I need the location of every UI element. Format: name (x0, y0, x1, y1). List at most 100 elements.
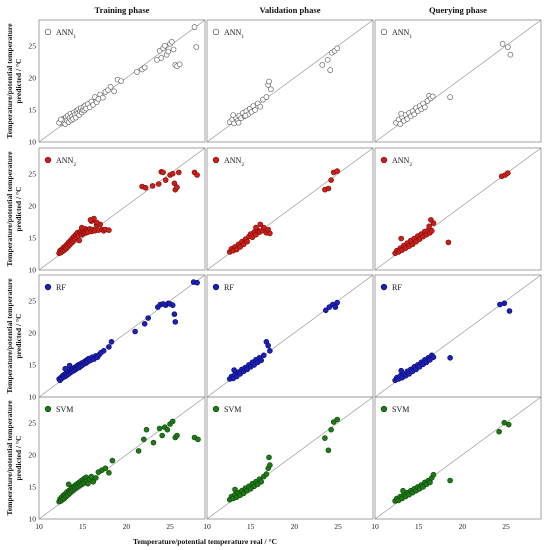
legend-label: ANN2 (224, 156, 244, 168)
panel-ann1-1: 10 15 20 25 ANN1 (28, 19, 206, 147)
data-point (324, 56, 331, 63)
x-tick-label: 10 (371, 522, 379, 531)
legend-marker (212, 405, 220, 413)
column-titles: Training phase Validation phase Querying p… (95, 5, 488, 15)
panel-rf-3: RF (374, 274, 542, 398)
x-tick-label: 15 (247, 522, 255, 531)
legend-marker (380, 28, 388, 36)
data-point (421, 104, 428, 111)
legend-model-subscript: 2 (409, 162, 412, 168)
data-point (244, 238, 250, 245)
data-point (87, 217, 94, 223)
y-tick-label: 15 (28, 360, 36, 369)
data-point (176, 61, 183, 68)
data-point (230, 112, 236, 118)
data-point (90, 478, 96, 485)
data-point (398, 235, 405, 242)
data-point (258, 357, 265, 364)
legend-model-name: ANN (56, 28, 74, 37)
panel-frame (38, 396, 206, 520)
legend-model-subscript: 1 (73, 34, 76, 40)
data-point (445, 239, 452, 246)
row-svm: Temperature/potential temperaturepredict… (5, 396, 542, 524)
data-point (169, 302, 176, 309)
legend-marker (380, 283, 388, 291)
data-point (159, 432, 165, 439)
data-point (134, 69, 140, 75)
data-point (398, 110, 405, 117)
data-point (426, 223, 433, 230)
y-tick-label: 15 (28, 233, 36, 242)
legend-marker (44, 283, 52, 291)
data-point (398, 367, 405, 374)
data-point (504, 44, 511, 50)
y-axis-label: Temperature/potential temperaturepredict… (5, 278, 23, 394)
data-point (169, 38, 175, 45)
data-point (118, 78, 124, 84)
panel-ann2-2: ANN2 (206, 147, 374, 271)
data-point (501, 300, 508, 307)
data-point (100, 94, 106, 101)
row-ann2: Temperature/potential temperaturepredict… (5, 147, 542, 275)
panel-frame (38, 19, 206, 143)
data-point (170, 46, 177, 53)
data-point (106, 469, 112, 476)
row-rf: Temperature/potential temperaturepredict… (5, 274, 542, 402)
legend-model-name: RF (56, 283, 66, 292)
data-point (334, 168, 341, 174)
data-point (169, 418, 176, 425)
data-point (172, 319, 179, 325)
data-point (171, 311, 178, 318)
x-axis-label: Temperature/potential temperature real /… (133, 537, 277, 546)
y-axis-label-line: predicted / °C (14, 435, 23, 480)
x-tick-label: 10 (203, 522, 211, 531)
data-point (143, 426, 150, 433)
data-point (141, 436, 147, 443)
data-point (334, 45, 341, 52)
legend-label: ANN1 (224, 28, 244, 40)
data-point (319, 62, 326, 68)
legend-model-subscript: 2 (241, 162, 244, 168)
data-point (411, 111, 418, 118)
data-point (263, 471, 270, 477)
data-point (93, 219, 100, 226)
data-point (141, 64, 148, 71)
data-point (322, 435, 328, 441)
data-point (165, 48, 172, 55)
panel-svm-2: SVM (206, 396, 374, 520)
data-point (334, 416, 341, 423)
data-point (174, 432, 180, 439)
data-point (149, 183, 156, 189)
panel-frame (374, 147, 542, 271)
data-point (231, 367, 237, 373)
legend-label: RF (56, 283, 66, 292)
legend-label: ANN1 (56, 28, 76, 40)
y-tick-label: 25 (28, 418, 36, 427)
legend-label: ANN2 (56, 156, 76, 168)
legend-marker (380, 156, 388, 164)
data-point (108, 338, 115, 345)
panel-ann2-3: ANN2 (374, 147, 542, 271)
data-point (155, 181, 162, 187)
y-tick-label: 15 (28, 482, 36, 491)
x-tick-label: 10 (35, 522, 43, 531)
data-point (100, 347, 107, 354)
legend-model-name: ANN (392, 28, 410, 37)
y-tick-label: 20 (28, 73, 36, 82)
data-point (135, 448, 142, 454)
data-point (266, 78, 272, 85)
legend-marker (44, 28, 52, 36)
data-point (430, 471, 437, 478)
data-point (195, 436, 201, 443)
panel-frame (206, 147, 374, 271)
panel-svm-3: SVM (374, 396, 542, 520)
x-tick-label: 25 (166, 522, 174, 531)
y-tick-label: 10 (28, 515, 36, 524)
legend-label: RF (392, 283, 402, 292)
data-point (194, 172, 200, 178)
data-point (506, 308, 513, 314)
panel-ann1-3: ANN1 (374, 19, 542, 143)
data-point (65, 481, 72, 488)
legend-marker (212, 156, 220, 164)
